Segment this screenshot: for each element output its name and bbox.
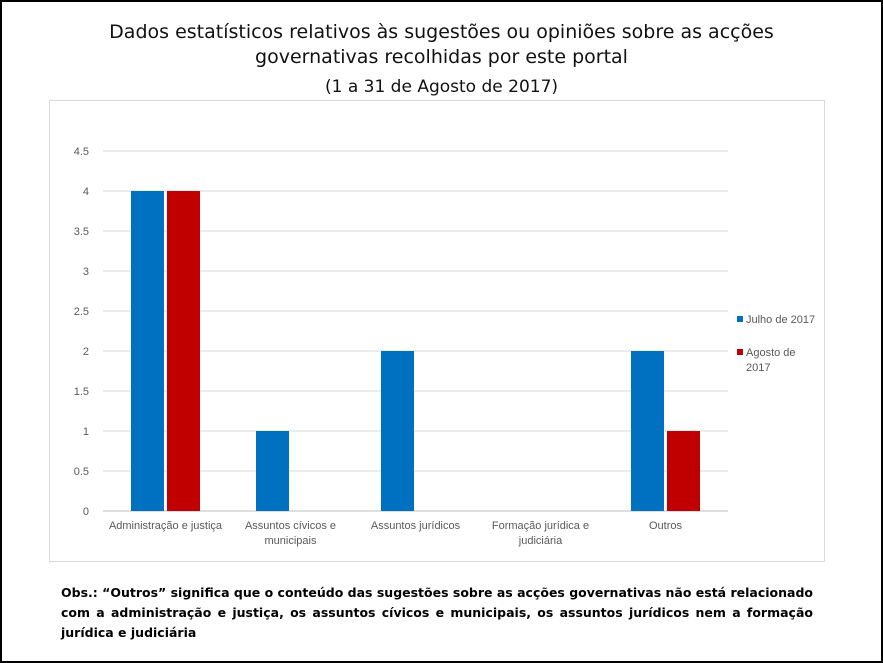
bar — [631, 351, 664, 511]
y-tick-label: 1.5 — [74, 386, 89, 398]
legend-swatch — [737, 349, 743, 355]
chart-area: 0 0.5 1 1.5 2 2.5 3 3.5 4 4.5 Administração e just… — [49, 100, 825, 562]
y-tick-label: 4 — [83, 186, 89, 198]
y-tick-label: 1 — [83, 426, 89, 438]
x-category-label: municipais — [265, 535, 317, 547]
x-category-label: Assuntos cívicos e — [245, 520, 336, 532]
legend-label: Julho de 2017 — [746, 314, 815, 326]
legend-swatch — [737, 316, 743, 322]
chart-title: Dados estatísticos relativos às sugestõe… — [0, 20, 883, 70]
y-tick-label: 2.5 — [74, 306, 89, 318]
x-category-label: Formação jurídica e — [492, 520, 589, 532]
y-tick-label: 3.5 — [74, 226, 89, 238]
chart-subtitle: (1 a 31 de Agosto de 2017) — [324, 77, 559, 97]
bar — [256, 431, 289, 511]
bar — [167, 191, 200, 511]
y-tick-label: 0 — [83, 506, 89, 518]
x-category-label: Outros — [649, 520, 683, 532]
bar-chart: 0 0.5 1 1.5 2 2.5 3 3.5 4 4.5 Administração e just… — [74, 146, 815, 547]
footnote: Obs.: “Outros” significa que o conteúdo … — [61, 585, 813, 640]
y-tick-label: 0.5 — [74, 466, 89, 478]
bar — [381, 351, 414, 511]
legend-label: Agosto de — [746, 347, 796, 359]
y-tick-label: 2 — [83, 346, 89, 358]
x-category-label: Assuntos jurídicos — [371, 520, 461, 532]
chart-title-line-1: Dados estatísticos relativos às sugestõe… — [109, 21, 774, 43]
chart-title-line-2: governativas recolhidas por este portal — [255, 46, 628, 68]
y-tick-label: 4.5 — [74, 146, 89, 158]
legend-label: 2017 — [746, 362, 770, 374]
y-tick-label: 3 — [83, 266, 89, 278]
bar — [667, 431, 700, 511]
bar — [131, 191, 164, 511]
x-category-label: Administração e justiça — [109, 520, 223, 532]
x-category-label: judiciária — [518, 535, 563, 547]
